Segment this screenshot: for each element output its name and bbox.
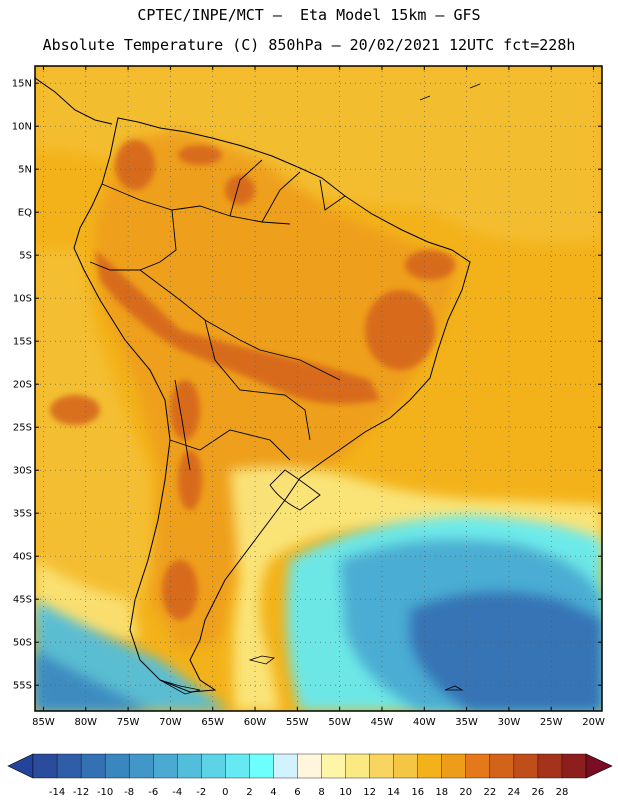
- lat-label: 5S: [19, 251, 32, 262]
- lon-label: 70W: [159, 717, 182, 728]
- lon-label: 60W: [244, 717, 267, 728]
- colorbar-label: 16: [411, 787, 424, 798]
- colorbar-over-arrow: [585, 753, 613, 779]
- colorbar-swatch: [417, 753, 443, 779]
- colorbar-label: -6: [148, 787, 158, 798]
- lat-label: 50S: [13, 638, 32, 649]
- colorbar-label: 22: [483, 787, 496, 798]
- colorbar-swatch: [513, 753, 539, 779]
- colorbar-swatch: [104, 753, 130, 779]
- lon-label: 65W: [201, 717, 224, 728]
- lat-label: 25S: [13, 423, 32, 434]
- country-borders: [89, 159, 346, 511]
- lon-label: 30W: [498, 717, 521, 728]
- hot-cores: [50, 140, 455, 620]
- colorbar-swatch: [201, 753, 226, 779]
- colorbar-swatch: [56, 753, 82, 779]
- islands: [159, 83, 481, 695]
- colorbar-swatch: [153, 753, 178, 779]
- colorbar-label: -4: [172, 787, 182, 798]
- lon-label: 75W: [117, 717, 140, 728]
- axes: 15N 10N 5N EQ 5S 10S 15S 20S 25S 30S 35S 40S 45S 50S 5…: [12, 66, 605, 728]
- colorbar-label: 0: [222, 787, 228, 798]
- lat-label: 30S: [13, 466, 32, 477]
- colorbar-label: 6: [294, 787, 300, 798]
- lon-label: 85W: [32, 717, 55, 728]
- lat-label: 10N: [12, 122, 32, 133]
- pacific-coldest-region: [35, 650, 150, 711]
- lat-label: EQ: [18, 208, 32, 219]
- lat-label: 55S: [13, 681, 32, 692]
- colorbar-swatch: [297, 753, 323, 779]
- lat-label: 35S: [13, 509, 32, 520]
- colorbar-swatch: [345, 753, 371, 779]
- colorbar-under-arrow: [7, 753, 34, 779]
- colorbar-swatch: [321, 753, 347, 779]
- continent-warm-region: [95, 130, 460, 650]
- lon-label: 20W: [582, 717, 605, 728]
- lon-label: 40W: [413, 717, 436, 728]
- colorbar-label: 20: [459, 787, 472, 798]
- colorbar-label: 4: [270, 787, 276, 798]
- central-america-outline: [35, 77, 113, 125]
- colorbar-label: 2: [246, 787, 252, 798]
- colorbar-swatch: [561, 753, 587, 779]
- colorbar-label: 14: [387, 787, 400, 798]
- lon-label: 55W: [286, 717, 309, 728]
- colorbar-swatch: [489, 753, 515, 779]
- colorbar-label: -12: [73, 787, 89, 798]
- lat-label: 10S: [13, 294, 32, 305]
- colorbar-swatch: [441, 753, 467, 779]
- lon-label: 50W: [328, 717, 351, 728]
- colorbar-label: -14: [49, 787, 65, 798]
- colorbar-swatch: [369, 753, 395, 779]
- chart-title-line-2: Absolute Temperature (C) 850hPa – 20/02/…: [42, 36, 576, 54]
- colorbar-label: -10: [97, 787, 113, 798]
- colorbar-label: 24: [508, 787, 521, 798]
- colorbar: -14 -12 -10 -8 -6 -4 -2 0 2 4 6 8 10 12 14 16 18 20 22 24 26…: [7, 753, 613, 798]
- colorbar-label: 18: [435, 787, 448, 798]
- colorbar-label: -8: [124, 787, 134, 798]
- colorbar-label: 10: [339, 787, 352, 798]
- lat-label: 5N: [18, 165, 32, 176]
- colorbar-swatch: [128, 753, 154, 779]
- colorbar-swatch: [80, 753, 106, 779]
- colorbar-swatch: [249, 753, 274, 779]
- coldest-core: [410, 592, 602, 711]
- colorbar-label: 28: [556, 787, 569, 798]
- colorbar-swatch: [465, 753, 491, 779]
- colorbar-swatch: [32, 753, 58, 779]
- continent-outline: [73, 117, 471, 693]
- colorbar-swatch: [273, 753, 298, 779]
- lon-label: 25W: [540, 717, 563, 728]
- lon-label: 35W: [455, 717, 478, 728]
- lat-label: 20S: [13, 380, 32, 391]
- colorbar-label: -2: [196, 787, 206, 798]
- lat-label: 15S: [13, 337, 32, 348]
- lon-label: 45W: [371, 717, 394, 728]
- colorbar-swatch: [393, 753, 419, 779]
- lat-label: 15N: [12, 79, 32, 90]
- lat-label: 45S: [13, 595, 32, 606]
- map-frame: [34, 65, 603, 712]
- colorbar-swatch: [177, 753, 202, 779]
- colorbar-label: 12: [363, 787, 376, 798]
- pacific-region: [35, 250, 160, 610]
- colorbar-swatch: [225, 753, 250, 779]
- lon-label: 80W: [74, 717, 97, 728]
- colorbar-label: 8: [318, 787, 324, 798]
- warm-atlantic-region: [35, 66, 602, 244]
- lat-label: 40S: [13, 552, 32, 563]
- colorbar-label: 26: [532, 787, 545, 798]
- temperature-field: [35, 66, 602, 711]
- chart-title-line-1: CPTEC/INPE/MCT – Eta Model 15km – GFS: [137, 6, 481, 24]
- colorbar-swatch: [537, 753, 563, 779]
